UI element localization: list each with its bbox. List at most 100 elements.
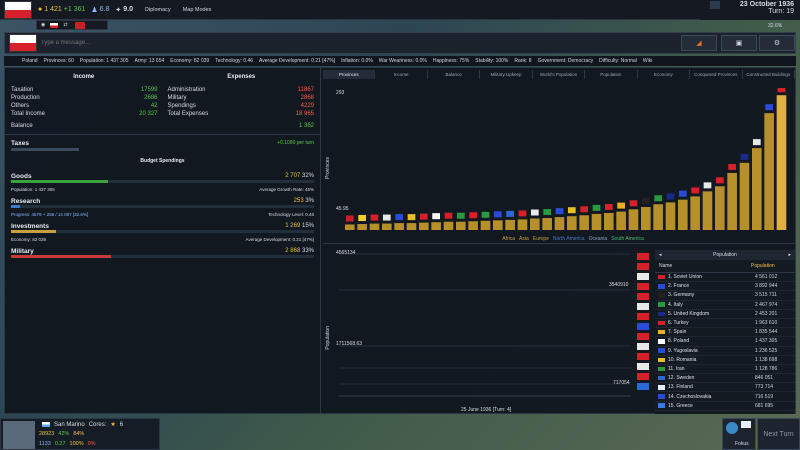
population-row[interactable]: 1. Soviet Union 4 561 012 [655, 273, 795, 283]
tab-conquered-provinces[interactable]: Conquered Provinces [690, 70, 743, 79]
province-bar[interactable] [443, 221, 454, 230]
province-bar[interactable] [456, 221, 466, 230]
flag-denmark[interactable] [74, 21, 85, 29]
population-row[interactable]: 13. Finland 773 714 [655, 383, 795, 393]
diplomacy-button[interactable]: Diplomacy [145, 6, 171, 13]
fokus-button[interactable]: Fokus [722, 418, 756, 450]
next-icon[interactable]: ▸ [788, 252, 791, 258]
tab-income[interactable]: Income [375, 70, 428, 79]
stat-army: Army: 13 654 [134, 58, 165, 64]
province-bar[interactable] [739, 162, 750, 230]
province-bar[interactable] [752, 148, 762, 230]
stat-avg-dev: Average Development: 0.21 [47%] [259, 58, 336, 64]
save-button[interactable]: ▣ [721, 35, 757, 51]
province-bar[interactable] [727, 172, 737, 230]
population-row[interactable]: 9. Yugoslavia 1 236 525 [655, 347, 795, 356]
tab-balance[interactable]: Balance [428, 70, 481, 79]
province-gold: 28923 [39, 431, 55, 437]
expense-value: 4229 [300, 103, 314, 109]
population-row[interactable]: 4. Italy 2 467 974 [655, 301, 795, 310]
province-bar[interactable] [678, 199, 688, 230]
province-bar[interactable] [554, 217, 565, 230]
province-bar[interactable] [616, 211, 626, 230]
province-bar[interactable] [702, 191, 713, 230]
province-bar[interactable] [493, 220, 503, 230]
military-slider[interactable] [11, 255, 314, 258]
province-info[interactable]: San Marino Cores: ★ 6 28923 42% 84% 1133… [0, 418, 160, 450]
province-bar[interactable] [641, 207, 651, 230]
prev-icon[interactable]: ◂ [659, 252, 662, 258]
province-bar[interactable] [530, 218, 540, 231]
bar-flag [567, 207, 576, 214]
population-row[interactable]: 10. Romania 1 138 698 [655, 356, 795, 365]
stat-difficulty[interactable]: Difficulty: Normal [599, 58, 637, 64]
province-bar[interactable] [764, 113, 774, 230]
goods-section: Goods 2 707 32% Population: 1 437 305 Aver… [5, 172, 320, 193]
tab-world-s-population[interactable]: World's Population [533, 70, 586, 79]
population-row[interactable]: 6. Turkey 1 963 610 [655, 319, 795, 329]
province-bar[interactable] [591, 213, 602, 230]
row-value: 1 138 698 [755, 356, 778, 363]
col-population[interactable]: Population [751, 263, 775, 269]
province-bar[interactable] [505, 219, 515, 230]
row-name: 3. Germany [668, 292, 695, 299]
province-bar[interactable] [394, 223, 404, 230]
research-slider[interactable] [11, 205, 314, 208]
stat-wiki[interactable]: Wiki [642, 58, 653, 64]
send-button[interactable]: ◢ [681, 35, 717, 51]
investments-slider[interactable] [11, 230, 314, 233]
row-name: 7. Spain [668, 329, 687, 336]
province-bar[interactable] [628, 209, 639, 230]
row-value: 1 128 786 [755, 365, 778, 372]
country-flag[interactable] [4, 0, 32, 19]
options-button[interactable]: ⚙ [759, 35, 795, 51]
province-bar[interactable] [345, 224, 355, 230]
population-row[interactable]: 12. Sweden 846 051 [655, 374, 795, 384]
tab-population[interactable]: Population [585, 70, 638, 79]
population-row[interactable]: 7. Spain 1 835 544 [655, 328, 795, 338]
row-name: 6. Turkey [668, 320, 689, 327]
population-row[interactable]: 5. United Kingdom 2 453 201 [655, 310, 795, 319]
settings-icon[interactable] [710, 1, 720, 9]
province-bar[interactable] [715, 186, 725, 230]
province-percent: 42% [58, 431, 70, 437]
population-row[interactable]: 8. Poland 1 437 305 [655, 337, 795, 347]
province-bar[interactable] [665, 202, 676, 230]
population-row[interactable]: 14. Czechoslovakia 716 519 [655, 392, 795, 402]
col-name[interactable]: Name [659, 263, 673, 269]
chart-flag [637, 363, 649, 370]
population-row[interactable]: 2. France 3 892 944 [655, 282, 795, 292]
province-bar[interactable] [382, 223, 392, 230]
population-row[interactable]: 15. Greece 681 695 [655, 402, 795, 411]
province-bar[interactable] [431, 222, 441, 230]
message-input[interactable] [37, 40, 637, 46]
taxes-slider[interactable] [11, 148, 79, 151]
province-bar[interactable] [369, 223, 380, 230]
row-value: 1 835 544 [755, 329, 778, 336]
province-bar[interactable] [690, 196, 700, 230]
tab-economy[interactable]: Economy [638, 70, 691, 79]
province-bar[interactable] [468, 221, 478, 230]
expense-label: Total Expenses [167, 111, 209, 117]
province-bar[interactable] [419, 222, 429, 230]
province-bar[interactable] [653, 204, 663, 230]
tab-military-upkeep[interactable]: Military Upkeep [480, 70, 533, 79]
tab-constructed-buildings[interactable]: Constructed Buildings [743, 70, 795, 79]
tab-provinces[interactable]: Provinces [323, 70, 376, 79]
province-bar[interactable] [604, 212, 614, 230]
province-bar[interactable] [776, 95, 787, 230]
province-bar[interactable] [406, 223, 417, 230]
province-bar[interactable] [517, 219, 528, 230]
population-row[interactable]: 3. Germany 3 515 711 [655, 291, 795, 301]
flag-poland[interactable] [49, 21, 60, 29]
province-bar[interactable] [480, 220, 491, 230]
map-modes-button[interactable]: Map Modes [182, 6, 212, 13]
province-bar[interactable] [542, 218, 552, 230]
top-bar: ● 1 421 +1 361 ♟ 6.8 ✦ 9.0 Diplomacy Map… [0, 0, 800, 20]
province-bar[interactable] [357, 224, 367, 230]
province-bar[interactable] [579, 215, 589, 230]
province-bar[interactable] [567, 216, 577, 230]
next-turn-button[interactable]: Next Turn [757, 418, 800, 450]
goods-slider[interactable] [11, 180, 314, 183]
population-row[interactable]: 11. Iran 1 128 786 [655, 365, 795, 375]
